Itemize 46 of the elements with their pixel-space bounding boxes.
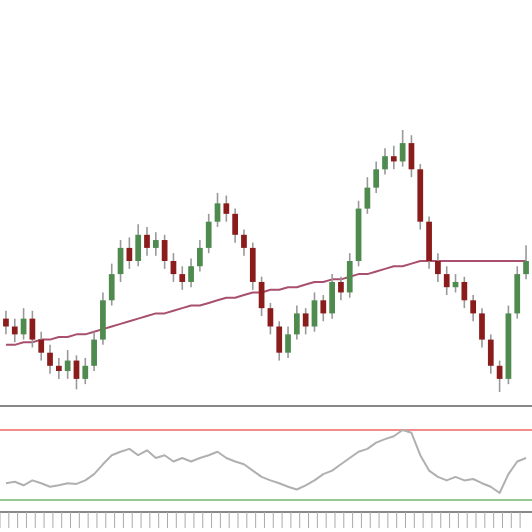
candlestick (443, 265, 450, 296)
candlestick (479, 307, 485, 349)
candlestick (64, 349, 71, 380)
candlestick (276, 320, 283, 362)
candlestick (144, 226, 150, 257)
candlestick (108, 262, 115, 307)
candlestick (390, 144, 397, 171)
candlestick (285, 325, 291, 359)
candlestick (38, 330, 45, 362)
candlestick (179, 265, 186, 291)
candlestick (232, 207, 239, 244)
candlestick (267, 302, 274, 336)
candlestick (197, 239, 203, 273)
candlestick (399, 129, 406, 168)
candlestick (223, 194, 230, 223)
candlestick (3, 309, 9, 336)
candlestick (249, 241, 256, 291)
candlestick (135, 223, 142, 268)
candlestick (311, 291, 318, 333)
candlestick (435, 252, 441, 283)
candlestick (320, 294, 327, 323)
candlestick (82, 357, 89, 385)
candlestick (302, 307, 309, 336)
candlestick (47, 344, 53, 375)
candlestick (126, 236, 133, 270)
candlestick (152, 231, 159, 257)
candlestick (55, 357, 62, 380)
candlestick (487, 333, 494, 375)
candlestick (523, 244, 529, 281)
candlestick (382, 147, 388, 176)
candlestick (514, 265, 521, 320)
candlestick (91, 330, 97, 372)
candlestick (241, 228, 247, 257)
candlestick (329, 273, 335, 320)
candlestick (470, 294, 477, 323)
candlestick (338, 275, 344, 302)
candlestick (346, 252, 353, 299)
candlestick (205, 213, 212, 254)
candlestick (188, 257, 194, 288)
candlestick (373, 160, 380, 194)
candlestick (461, 275, 468, 309)
candlestick (11, 317, 18, 344)
candlestick (293, 304, 300, 341)
candlestick (100, 291, 106, 346)
candlestick (426, 215, 432, 270)
candlestick (214, 192, 221, 228)
